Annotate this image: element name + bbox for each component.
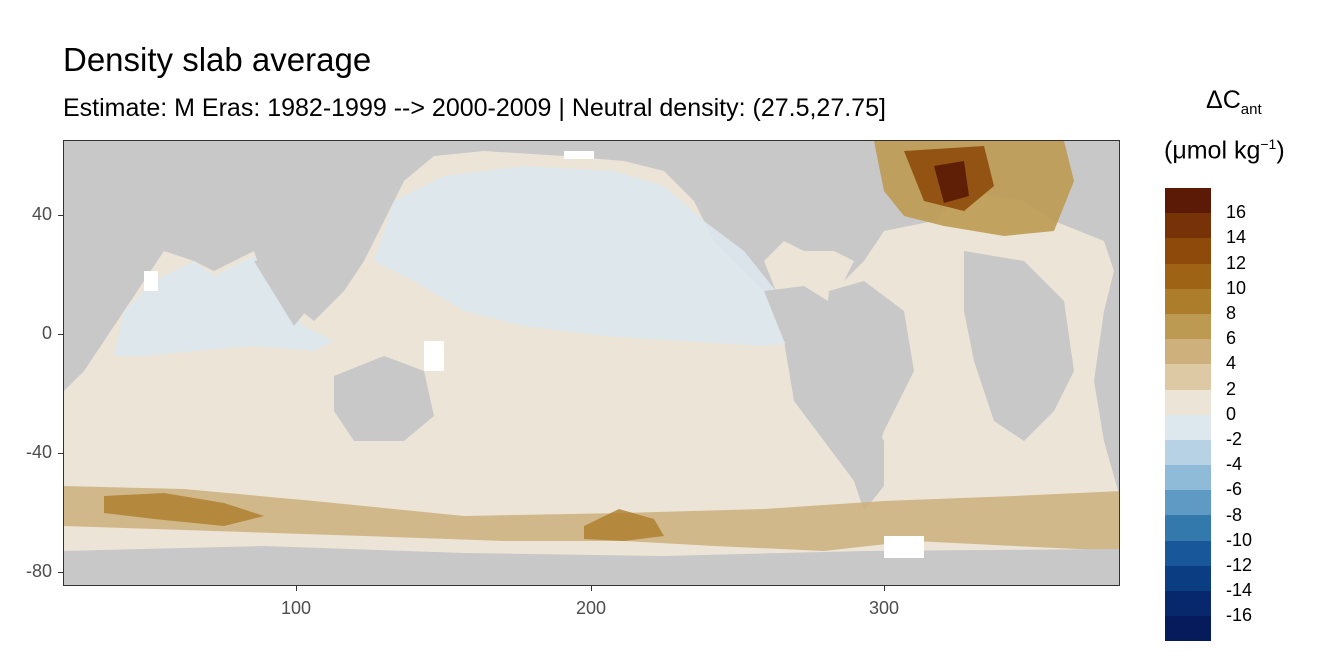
- legend-label: -14: [1226, 580, 1253, 601]
- x-tick-label-100: 100: [280, 598, 312, 618]
- legend-label: -16: [1226, 605, 1253, 626]
- x-tick-mark: [884, 586, 885, 591]
- legend-label: 2: [1226, 378, 1237, 399]
- legend-swatch: [1165, 439, 1211, 466]
- legend-unit: (μmol kg−1): [1164, 136, 1285, 165]
- y-tick-mark: [58, 215, 63, 216]
- legend-label: 16: [1226, 202, 1247, 223]
- y-tick-label-0: 0: [41, 323, 52, 343]
- y-tick-mark: [58, 572, 63, 573]
- x-tick-label-300: 300: [868, 598, 900, 618]
- legend-label: -10: [1226, 529, 1253, 550]
- legend-swatch: [1165, 591, 1211, 617]
- legend-label: -12: [1226, 555, 1253, 575]
- legend-label: -8: [1226, 504, 1243, 525]
- legend-title: ΔCant: [1206, 86, 1262, 118]
- legend-label: 6: [1226, 328, 1237, 349]
- legend-label: 14: [1226, 227, 1247, 248]
- legend-label: -4: [1226, 454, 1243, 475]
- legend-label: 4: [1226, 353, 1237, 374]
- legend-swatch: [1165, 490, 1211, 516]
- legend-swatch: [1165, 238, 1211, 264]
- y-tick-mark: [58, 334, 63, 335]
- y-tick-label-minus80: -80: [25, 561, 52, 581]
- legend-swatch: [1165, 188, 1211, 214]
- legend-swatch: [1165, 616, 1211, 642]
- legend-swatch: [1165, 263, 1211, 289]
- legend-swatch: [1165, 565, 1211, 591]
- y-tick-label-minus40: -40: [25, 442, 52, 462]
- color-scale-bar: [1165, 188, 1211, 642]
- legend-label: 0: [1226, 403, 1237, 424]
- x-tick-mark: [591, 586, 592, 591]
- legend-swatch: [1165, 540, 1211, 566]
- ocean-map: [64, 141, 1119, 585]
- legend-swatch: [1165, 465, 1211, 491]
- x-tick-mark: [296, 586, 297, 591]
- y-tick-label-40: 40: [31, 204, 52, 224]
- legend-swatch: [1165, 213, 1211, 239]
- legend-swatch: [1165, 364, 1211, 390]
- legend-swatch: [1165, 288, 1211, 314]
- legend-swatch: [1165, 389, 1211, 415]
- legend-label: 12: [1226, 252, 1247, 273]
- legend-swatch: [1165, 313, 1211, 340]
- legend-swatch: [1165, 339, 1211, 365]
- plot-subtitle: Estimate: M Eras: 1982-1999 --> 2000-200…: [63, 94, 886, 122]
- plot-title: Density slab average: [63, 41, 372, 78]
- legend-label: -2: [1226, 429, 1243, 449]
- legend-label: -6: [1226, 479, 1243, 500]
- legend-swatch: [1165, 414, 1211, 440]
- y-tick-mark: [58, 453, 63, 454]
- map-panel: [63, 140, 1120, 586]
- x-tick-label-200: 200: [575, 598, 607, 618]
- legend-swatch: [1165, 515, 1211, 541]
- legend-label: 10: [1226, 277, 1247, 298]
- legend-label: 8: [1226, 303, 1237, 323]
